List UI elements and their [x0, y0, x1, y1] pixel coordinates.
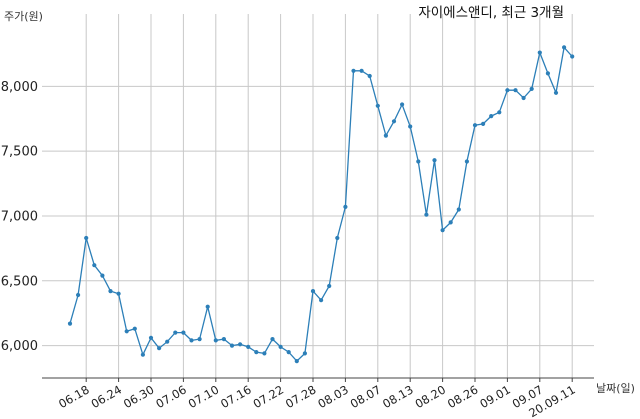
- data-point: [529, 86, 534, 91]
- x-tick-label: 06.30: [121, 382, 157, 411]
- data-point: [513, 88, 518, 93]
- x-tick-label: 06.18: [56, 382, 92, 411]
- data-point: [310, 289, 316, 294]
- y-tick-label: 7,500: [1, 145, 38, 160]
- data-point: [262, 351, 267, 356]
- data-point: [254, 350, 259, 355]
- x-tick-label: 08.20: [413, 382, 449, 411]
- y-tick-label: 6,500: [1, 274, 38, 289]
- x-tick-label: 07.22: [251, 382, 287, 411]
- data-point: [456, 207, 461, 212]
- data-point: [84, 235, 89, 241]
- data-point: [416, 159, 421, 164]
- data-point: [165, 339, 170, 344]
- data-point: [319, 298, 324, 303]
- data-point: [448, 220, 453, 225]
- data-point: [92, 263, 97, 268]
- data-point: [400, 102, 405, 107]
- data-point: [302, 351, 307, 356]
- data-point: [432, 158, 437, 163]
- y-axis-ticks: 6,000 6,500 7,000 7,500 8,000: [1, 80, 38, 354]
- data-point: [327, 283, 332, 289]
- y-axis-label: 주가(원): [4, 10, 43, 23]
- x-tick-label: 08.07: [348, 382, 384, 411]
- data-point: [481, 121, 486, 126]
- data-point: [238, 342, 243, 347]
- data-point: [553, 90, 559, 95]
- y-tick-label: 8,000: [1, 80, 38, 95]
- data-point: [464, 159, 469, 164]
- data-point: [132, 326, 137, 331]
- data-point: [562, 45, 567, 50]
- data-point: [246, 344, 251, 349]
- data-point: [197, 337, 202, 342]
- x-tick-label: 07.10: [186, 382, 222, 411]
- data-point: [391, 119, 397, 124]
- data-point: [505, 88, 510, 93]
- data-point: [67, 321, 73, 326]
- x-tick-label: 08.26: [445, 382, 481, 411]
- data-point: [383, 133, 388, 138]
- data-point: [278, 344, 283, 349]
- data-point: [189, 338, 194, 343]
- data-point: [343, 204, 348, 209]
- data-point: [205, 304, 210, 309]
- data-point: [157, 346, 162, 351]
- y-tick-label: 7,000: [1, 209, 38, 224]
- x-tick-label: 07.06: [153, 382, 189, 411]
- data-point: [140, 352, 145, 357]
- data-point: [570, 54, 575, 59]
- data-point: [440, 228, 445, 233]
- data-point: [359, 68, 364, 73]
- data-point: [213, 338, 218, 343]
- x-tick-label: 08.03: [315, 382, 351, 411]
- x-tick-label: 07.28: [283, 382, 319, 411]
- data-point: [335, 235, 340, 241]
- data-point: [497, 110, 502, 115]
- x-axis-label: 날짜(일): [596, 381, 635, 395]
- data-point: [294, 359, 299, 364]
- axes: [42, 377, 594, 382]
- x-axis-ticks: 06.1806.2406.3007.0607.1007.1607.2207.28…: [56, 382, 578, 419]
- x-tick-label: 06.24: [89, 382, 125, 411]
- data-point: [221, 337, 226, 342]
- data-point: [173, 330, 178, 335]
- x-tick-label: 07.16: [218, 382, 254, 411]
- chart-title: 자이에스앤디, 최근 3개월: [418, 5, 564, 21]
- data-point: [286, 350, 291, 355]
- data-point: [181, 330, 186, 335]
- data-point: [408, 124, 413, 129]
- x-tick-label: 08.13: [380, 382, 416, 411]
- data-point: [537, 50, 542, 55]
- data-point: [367, 73, 372, 79]
- data-point: [521, 95, 526, 101]
- data-point: [351, 68, 356, 73]
- series-line: [69, 45, 573, 363]
- data-point: [545, 71, 551, 76]
- data-point: [100, 273, 105, 278]
- data-point: [270, 337, 275, 342]
- x-tick-label: 09.01: [477, 382, 513, 411]
- data-points: [67, 45, 575, 364]
- data-point: [472, 123, 478, 128]
- data-point: [76, 292, 81, 298]
- data-point: [375, 103, 380, 108]
- data-point: [489, 114, 494, 119]
- data-point: [124, 329, 129, 334]
- y-tick-label: 6,000: [1, 339, 38, 354]
- data-point: [229, 343, 235, 348]
- data-point: [116, 291, 121, 296]
- data-point: [108, 289, 113, 294]
- data-point: [424, 212, 429, 217]
- data-point: [148, 335, 154, 340]
